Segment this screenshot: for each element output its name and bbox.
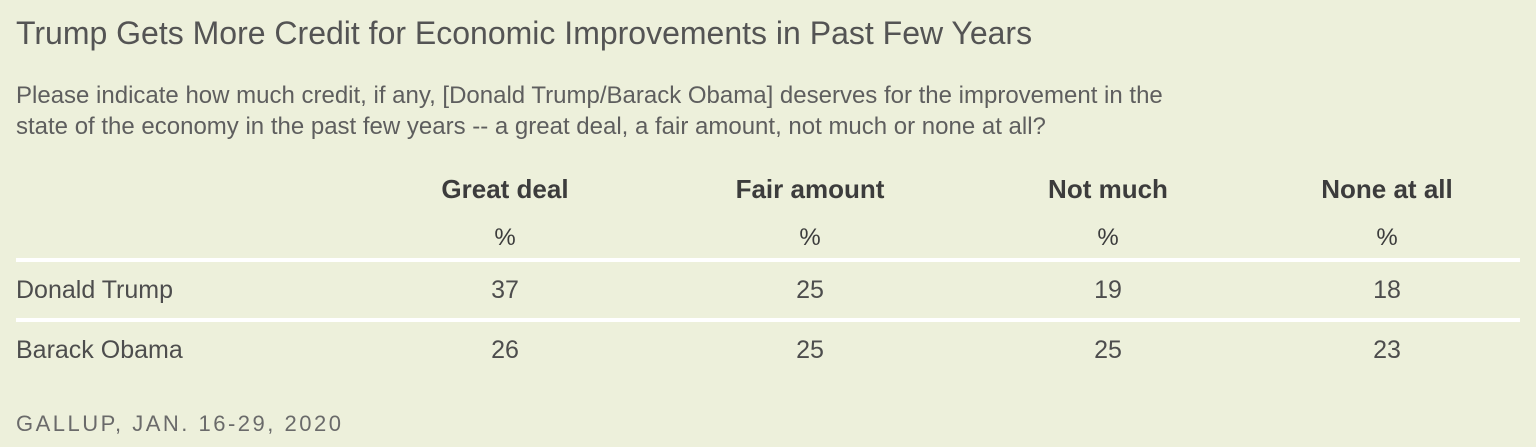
value-obama-great-deal: 26 xyxy=(491,335,519,364)
value-trump-not-much: 19 xyxy=(1094,275,1122,304)
unit-symbol-not-much: % xyxy=(1097,224,1119,251)
value-trump-great-deal: 37 xyxy=(491,275,519,304)
column-header-great-deal: Great deal xyxy=(441,173,569,204)
table-row-donald-trump: Donald Trump 37 25 19 18 xyxy=(16,262,1520,318)
results-table: Great deal Fair amount Not much None at … xyxy=(16,172,1520,378)
survey-question: Please indicate how much credit, if any,… xyxy=(16,80,1520,142)
row-label-donald-trump: Donald Trump xyxy=(16,275,174,304)
table-header-row: Great deal Fair amount Not much None at … xyxy=(16,172,1520,206)
column-header-fair-amount: Fair amount xyxy=(735,173,885,204)
value-trump-fair-amount: 25 xyxy=(796,275,824,304)
value-obama-none-at-all: 23 xyxy=(1373,335,1401,364)
value-obama-not-much: 25 xyxy=(1094,335,1122,364)
unit-symbol-none-at-all: % xyxy=(1376,224,1398,251)
value-obama-fair-amount: 25 xyxy=(796,335,824,364)
column-header-not-much: Not much xyxy=(1048,173,1168,204)
source-attribution: GALLUP, JAN. 16-29, 2020 xyxy=(16,411,344,436)
unit-row: % % % % xyxy=(16,206,1520,258)
table-row-barack-obama: Barack Obama 26 25 25 23 xyxy=(16,322,1520,378)
row-divider-line xyxy=(16,318,1520,322)
survey-question-line-1: Please indicate how much credit, if any,… xyxy=(16,82,1163,109)
value-trump-none-at-all: 18 xyxy=(1373,275,1401,304)
unit-symbol-fair-amount: % xyxy=(799,224,821,251)
row-label-barack-obama: Barack Obama xyxy=(16,335,183,364)
column-header-none-at-all: None at all xyxy=(1321,173,1453,204)
page-title: Trump Gets More Credit for Economic Impr… xyxy=(16,15,1033,51)
unit-symbol-great-deal: % xyxy=(494,224,516,251)
header-divider-line xyxy=(16,258,1520,262)
survey-question-line-2: state of the economy in the past few yea… xyxy=(16,113,1046,140)
